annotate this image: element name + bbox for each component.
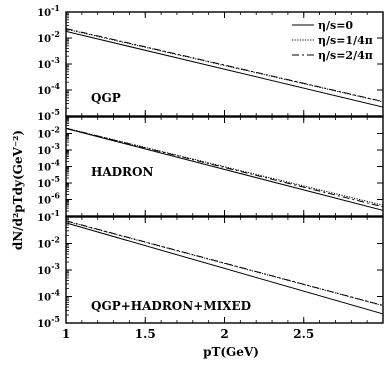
legend: η/s=0 η/s=1/4π η/s=2/4π xyxy=(292,19,373,62)
x-tick-label: 2.5 xyxy=(293,327,314,341)
series-line-1 xyxy=(65,30,384,108)
panel-label: QGP+HADRON+MIXED xyxy=(91,299,251,313)
y-tick-label: 10-1 xyxy=(37,208,60,224)
y-tick-label: 10-3 xyxy=(37,55,60,71)
panel-2: 10-610-510-410-310-2 HADRON xyxy=(37,116,384,217)
series-line-1 xyxy=(65,222,384,315)
y-tick-label: 10-4 xyxy=(37,158,60,174)
x-tick-label: 1.5 xyxy=(135,327,156,341)
panel-3: 10-5 10-4 10-3 10-2 10-1 QGP+HADRON+MIXED xyxy=(37,208,384,330)
y-tick-label: 10-1 xyxy=(37,3,60,19)
y-tick-label: 10-5 xyxy=(37,107,60,123)
y-tick-label: 10-5 xyxy=(37,314,60,330)
y-tick-label: 10-2 xyxy=(37,125,60,141)
series-line-3 xyxy=(65,28,384,103)
series-line-3 xyxy=(65,127,384,208)
y-tick-label: 10-2 xyxy=(37,29,60,45)
y-tick-label: 10-3 xyxy=(37,261,60,277)
legend-entry: η/s=2/4π xyxy=(318,49,373,62)
x-axis-title: pT(GeV) xyxy=(203,345,259,359)
panel-label: HADRON xyxy=(91,165,153,179)
legend-entry: η/s=0 xyxy=(318,19,353,32)
y-tick-label: 10-4 xyxy=(37,81,60,97)
x-tick-label: 2 xyxy=(220,327,228,341)
series-line-1 xyxy=(65,128,384,211)
y-axis-title: dN/d²pTdy(GeV⁻²) xyxy=(11,130,25,250)
y-tick-label: 10-5 xyxy=(37,174,60,190)
panel-label: QGP xyxy=(91,91,121,105)
y-tick-label: 10-2 xyxy=(37,235,60,251)
series-line-3 xyxy=(65,220,384,306)
y-tick-label: 10-4 xyxy=(37,288,60,304)
y-tick-label: 10-6 xyxy=(37,191,60,207)
y-tick-label: 10-3 xyxy=(37,141,60,157)
panel-1: 10-5 10-4 10-3 10-2 10-1 QGP xyxy=(37,3,384,123)
legend-entry: η/s=1/4π xyxy=(318,34,373,47)
panels-group: 10-510-410-310-210-1QGP10-610-510-410-31… xyxy=(37,3,384,330)
x-tick-label: 1 xyxy=(62,327,70,341)
